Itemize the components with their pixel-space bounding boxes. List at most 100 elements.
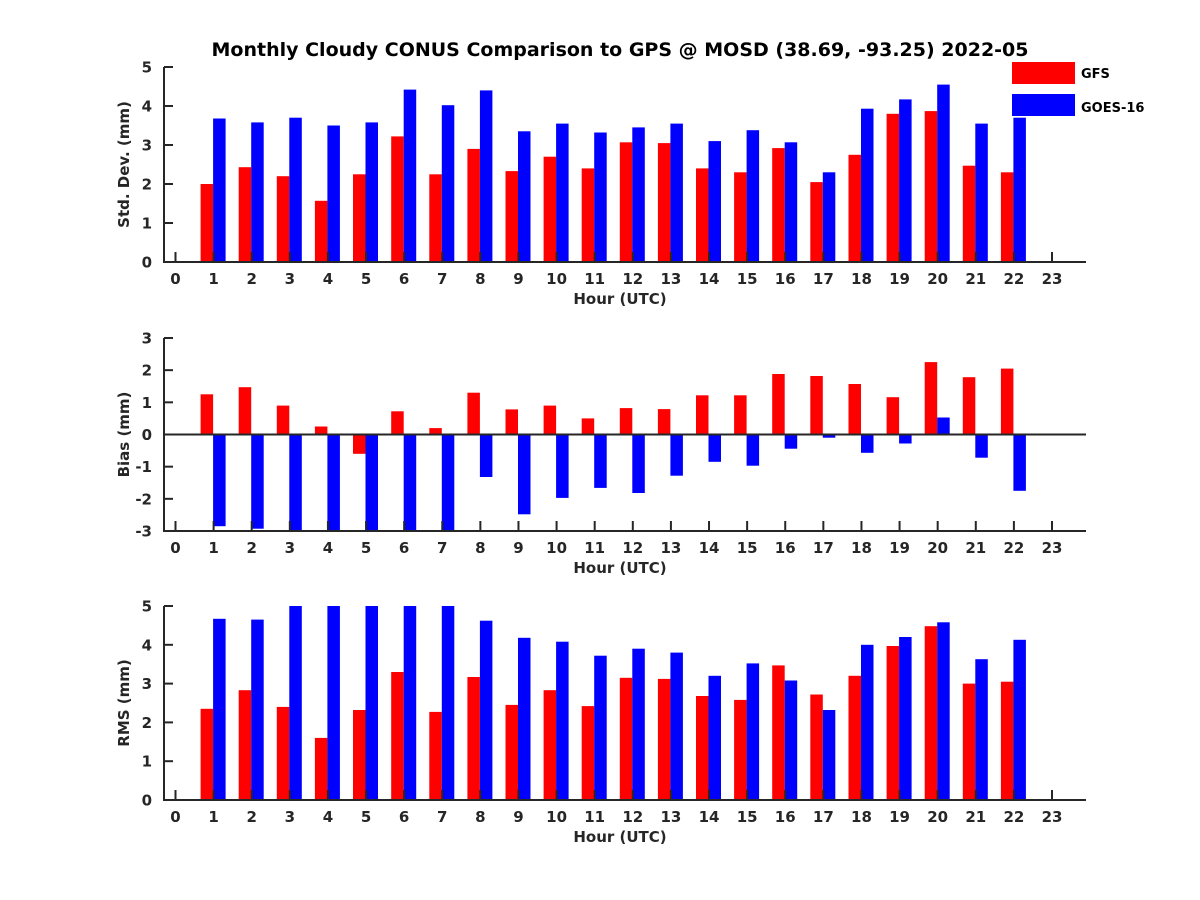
bar-gfs-hour-16	[772, 374, 785, 435]
bar-gfs-hour-20	[924, 362, 938, 435]
bar-goes16-hour-5	[365, 122, 378, 263]
bar-goes16-hour-1	[213, 434, 226, 527]
legend-swatch-goes16	[1012, 94, 1075, 116]
bar-gfs-hour-8	[467, 392, 480, 435]
x-tick-label: 10	[546, 270, 567, 288]
y-tick-label: 0	[142, 254, 152, 272]
x-tick-label: 8	[475, 808, 485, 826]
bar-goes16-hour-20	[937, 84, 950, 262]
bar-goes16-hour-7	[441, 606, 455, 800]
bar-gfs-hour-11	[581, 168, 595, 262]
bar-goes16-hour-4	[327, 434, 340, 531]
bar-goes16-hour-3	[289, 606, 302, 800]
bar-goes16-hour-6	[403, 89, 417, 262]
bar-gfs-hour-14	[696, 696, 709, 800]
bar-gfs-hour-8	[467, 677, 480, 800]
bar-goes16-hour-16	[784, 434, 798, 449]
bar-goes16-hour-19	[899, 637, 912, 800]
y-tick-label: 1	[142, 394, 152, 412]
bar-gfs-hour-10	[543, 405, 557, 435]
bar-goes16-hour-19	[899, 434, 912, 444]
x-axis-label: Hour (UTC)	[573, 559, 666, 577]
bar-gfs-hour-4	[314, 426, 328, 435]
x-tick-label: 7	[437, 539, 447, 557]
bar-goes16-hour-4	[327, 606, 340, 800]
y-tick-label: 4	[142, 98, 152, 116]
y-tick-label: 5	[142, 598, 152, 616]
bar-gfs-hour-13	[657, 678, 671, 800]
bar-gfs-hour-13	[657, 409, 671, 435]
bar-goes16-hour-9	[518, 131, 531, 262]
y-tick-label: 0	[142, 792, 152, 810]
bar-gfs-hour-7	[429, 711, 442, 800]
y-tick-label: -1	[135, 458, 152, 476]
x-tick-label: 9	[513, 270, 523, 288]
bar-goes16-hour-12	[632, 127, 645, 263]
bar-goes16-hour-3	[289, 117, 302, 262]
bar-gfs-hour-20	[924, 111, 938, 262]
bar-gfs-hour-1	[200, 708, 214, 800]
bar-gfs-hour-7	[429, 428, 442, 435]
x-tick-label: 18	[851, 539, 872, 557]
x-tick-label: 12	[622, 808, 643, 826]
x-tick-label: 21	[965, 270, 986, 288]
bar-gfs-hour-21	[962, 683, 976, 800]
bar-gfs-hour-7	[429, 174, 442, 263]
bar-goes16-hour-11	[594, 655, 607, 800]
x-tick-label: 23	[1042, 808, 1063, 826]
x-tick-label: 9	[513, 808, 523, 826]
bar-goes16-hour-21	[975, 434, 988, 458]
x-tick-label: 21	[965, 539, 986, 557]
bar-gfs-hour-18	[848, 384, 861, 435]
bar-gfs-hour-4	[314, 200, 328, 262]
x-tick-label: 16	[775, 270, 796, 288]
bar-goes16-hour-16	[784, 142, 798, 262]
bar-gfs-hour-15	[734, 172, 747, 262]
x-tick-label: 18	[851, 270, 872, 288]
bar-goes16-hour-7	[441, 105, 455, 262]
bar-gfs-hour-11	[581, 706, 595, 800]
bar-goes16-hour-10	[556, 123, 569, 262]
y-tick-label: 3	[142, 330, 152, 348]
x-tick-label: 17	[813, 808, 834, 826]
bar-goes16-hour-18	[861, 108, 874, 262]
bar-gfs-hour-9	[505, 409, 518, 435]
chart-title: Monthly Cloudy CONUS Comparison to GPS @…	[212, 39, 1029, 61]
bar-goes16-hour-22	[1013, 434, 1026, 491]
bar-goes16-hour-12	[632, 434, 645, 493]
x-tick-label: 4	[323, 539, 333, 557]
x-tick-label: 9	[513, 539, 523, 557]
bar-gfs-hour-18	[848, 154, 861, 263]
y-axis-label: Std. Dev. (mm)	[115, 101, 133, 228]
bar-goes16-hour-16	[784, 680, 798, 800]
bar-goes16-hour-21	[975, 659, 988, 800]
x-axis-label: Hour (UTC)	[573, 828, 666, 846]
x-tick-label: 18	[851, 808, 872, 826]
bar-goes16-hour-8	[479, 434, 493, 477]
x-tick-label: 6	[399, 539, 409, 557]
bar-gfs-hour-12	[619, 677, 633, 800]
x-tick-label: 4	[323, 808, 333, 826]
bar-goes16-hour-12	[632, 648, 645, 800]
bar-goes16-hour-22	[1013, 639, 1026, 800]
bar-goes16-hour-9	[518, 637, 531, 800]
bar-gfs-hour-16	[772, 148, 785, 262]
bar-gfs-hour-16	[772, 665, 785, 800]
y-tick-label: 5	[142, 59, 152, 77]
bar-gfs-hour-19	[886, 113, 900, 262]
bar-goes16-hour-10	[556, 641, 569, 800]
x-tick-label: 14	[699, 270, 720, 288]
y-tick-label: 3	[142, 137, 152, 155]
bar-gfs-hour-8	[467, 148, 480, 262]
bar-gfs-hour-3	[276, 405, 290, 435]
bar-goes16-hour-6	[403, 606, 417, 800]
bar-goes16-hour-21	[975, 123, 988, 262]
x-tick-label: 16	[775, 539, 796, 557]
bar-goes16-hour-14	[708, 141, 721, 262]
x-tick-label: 11	[584, 270, 605, 288]
x-tick-label: 20	[927, 539, 948, 557]
x-tick-label: 5	[361, 539, 371, 557]
bar-gfs-hour-22	[1000, 368, 1014, 435]
bar-gfs-hour-9	[505, 171, 518, 262]
